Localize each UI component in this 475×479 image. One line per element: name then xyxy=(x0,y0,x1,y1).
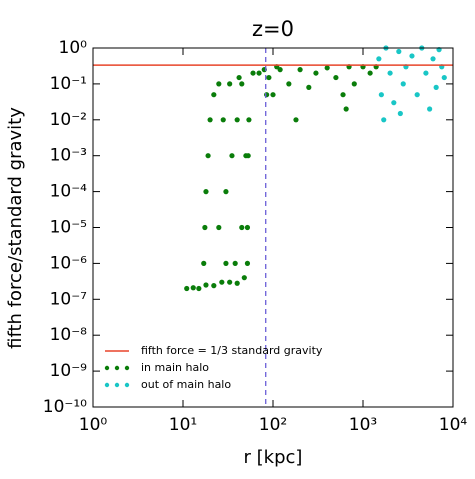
point xyxy=(220,117,226,123)
point xyxy=(196,285,202,292)
point xyxy=(277,67,283,73)
point xyxy=(201,260,207,266)
y-tick-label: 10⁻¹ xyxy=(50,74,87,94)
point xyxy=(423,70,429,76)
point xyxy=(433,84,439,90)
point xyxy=(250,70,256,76)
legend-marker xyxy=(114,382,120,388)
legend-label: out of main halo xyxy=(141,378,231,391)
point xyxy=(203,189,209,195)
point xyxy=(239,81,245,87)
point xyxy=(367,70,373,76)
legend-label: fifth force = 1/3 standard gravity xyxy=(141,344,323,357)
point xyxy=(223,189,229,195)
point xyxy=(414,92,420,98)
point xyxy=(203,282,209,288)
point xyxy=(236,74,242,81)
point xyxy=(387,70,393,76)
point xyxy=(229,153,235,159)
point xyxy=(227,81,233,87)
point xyxy=(340,92,346,98)
y-tick-label: 10⁰ xyxy=(59,38,88,58)
point xyxy=(391,100,397,106)
point xyxy=(227,279,233,285)
point xyxy=(234,117,240,123)
legend-marker xyxy=(124,365,130,371)
point xyxy=(211,283,217,289)
point xyxy=(396,48,402,55)
y-tick-label: 10⁻⁵ xyxy=(50,218,87,238)
y-tick-label: 10⁻² xyxy=(50,110,87,130)
point xyxy=(286,81,292,87)
y-tick-label: 10⁻⁹ xyxy=(50,361,88,381)
x-tick-label: 10¹ xyxy=(169,415,197,435)
point xyxy=(202,224,208,231)
legend-marker xyxy=(114,365,120,371)
y-tick-label: 10⁻⁶ xyxy=(50,253,88,273)
y-axis-label: fifth force/standard gravity xyxy=(5,107,26,349)
point xyxy=(256,70,262,76)
y-tick-label: 10⁻⁴ xyxy=(50,182,88,202)
point xyxy=(313,70,319,76)
point xyxy=(297,67,303,73)
point xyxy=(245,153,251,159)
legend-marker xyxy=(104,365,110,371)
point xyxy=(306,84,312,90)
point xyxy=(223,260,229,266)
point xyxy=(378,92,384,98)
point xyxy=(400,81,406,87)
point xyxy=(244,224,251,231)
point xyxy=(270,92,276,98)
x-tick-label: 10⁴ xyxy=(439,415,468,435)
point xyxy=(409,53,415,59)
point xyxy=(184,285,190,292)
x-tick-label: 10³ xyxy=(349,415,377,435)
point xyxy=(266,74,272,81)
y-tick-label: 10⁻³ xyxy=(50,146,87,166)
legend-marker xyxy=(124,382,130,388)
point xyxy=(244,260,251,266)
x-axis-label: r [kpc] xyxy=(244,447,303,468)
point xyxy=(430,56,436,62)
chart-title: z=0 xyxy=(252,17,294,41)
point xyxy=(293,117,299,123)
x-tick-label: 10² xyxy=(259,415,287,435)
point xyxy=(246,117,252,123)
point xyxy=(351,81,357,87)
legend-label: in main halo xyxy=(141,361,209,374)
point xyxy=(216,81,222,87)
point xyxy=(397,110,403,117)
point xyxy=(264,92,270,98)
point xyxy=(219,279,225,285)
point xyxy=(333,74,339,81)
point xyxy=(216,224,222,231)
point xyxy=(441,74,447,81)
point xyxy=(427,106,433,112)
point xyxy=(232,260,238,266)
y-tick-label: 10⁻¹⁰ xyxy=(43,397,87,417)
point xyxy=(324,65,330,71)
point xyxy=(239,224,245,231)
point xyxy=(205,153,211,159)
x-tick-label: 10⁰ xyxy=(79,415,108,435)
point xyxy=(207,117,213,123)
point xyxy=(343,106,349,112)
point xyxy=(376,56,382,62)
y-tick-label: 10⁻⁷ xyxy=(50,289,88,309)
y-tick-label: 10⁻⁸ xyxy=(50,325,88,345)
point xyxy=(241,275,247,281)
point xyxy=(234,280,240,286)
point xyxy=(190,285,196,291)
point xyxy=(211,92,217,98)
point xyxy=(381,117,387,123)
legend-marker xyxy=(104,382,110,388)
